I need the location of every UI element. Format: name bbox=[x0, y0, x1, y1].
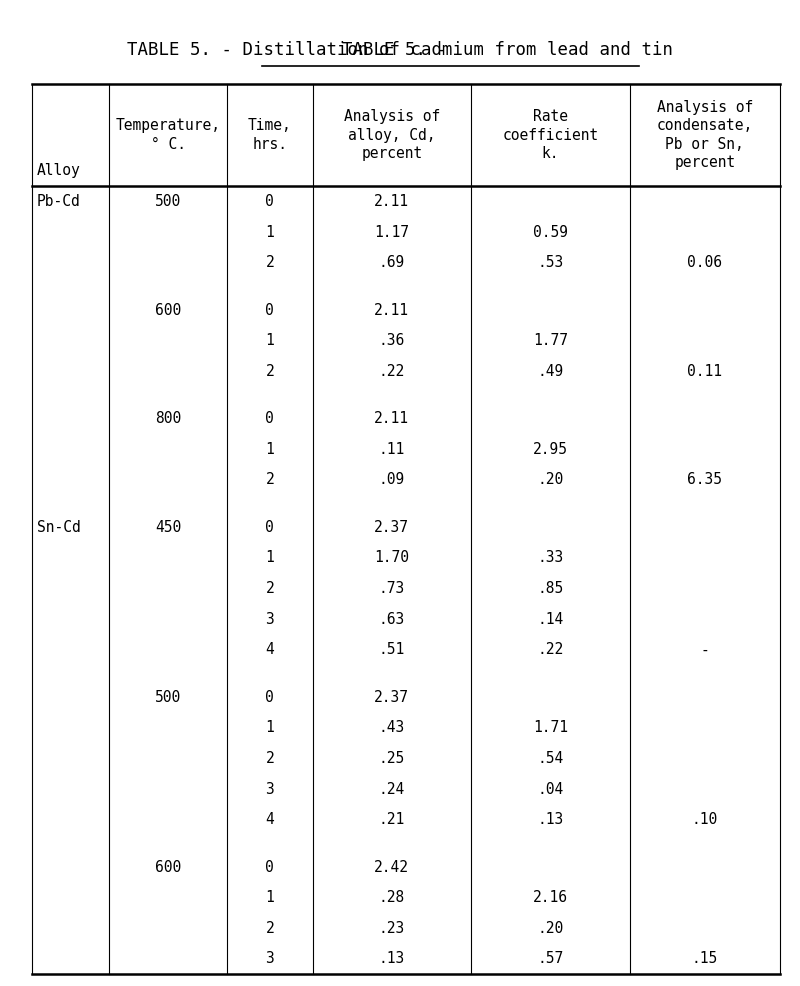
Text: 2: 2 bbox=[266, 751, 274, 766]
Text: .85: .85 bbox=[537, 581, 563, 597]
Text: .15: .15 bbox=[692, 951, 718, 966]
Text: 600: 600 bbox=[155, 860, 182, 875]
Text: TABLE 5. -: TABLE 5. - bbox=[342, 41, 458, 59]
Text: .09: .09 bbox=[378, 472, 405, 487]
Text: 2: 2 bbox=[266, 581, 274, 597]
Text: 0: 0 bbox=[266, 860, 274, 875]
Text: 2: 2 bbox=[266, 472, 274, 487]
Text: .14: .14 bbox=[537, 611, 563, 627]
Text: .69: .69 bbox=[378, 255, 405, 270]
Text: Analysis of
condensate,
Pb or Sn,
percent: Analysis of condensate, Pb or Sn, percen… bbox=[657, 100, 753, 171]
Text: 0.59: 0.59 bbox=[533, 225, 568, 240]
Text: Analysis of
alloy, Cd,
percent: Analysis of alloy, Cd, percent bbox=[344, 108, 440, 161]
Text: .63: .63 bbox=[378, 611, 405, 627]
Text: 3: 3 bbox=[266, 782, 274, 797]
Text: 450: 450 bbox=[155, 520, 182, 534]
Text: .22: .22 bbox=[378, 364, 405, 379]
Text: 2.37: 2.37 bbox=[374, 690, 410, 705]
Text: .24: .24 bbox=[378, 782, 405, 797]
Text: TABLE 5. - Distillation of cadmium from lead and tin: TABLE 5. - Distillation of cadmium from … bbox=[127, 41, 673, 59]
Text: .22: .22 bbox=[537, 642, 563, 658]
Text: 2: 2 bbox=[266, 921, 274, 936]
Text: 500: 500 bbox=[155, 194, 182, 209]
Text: 4: 4 bbox=[266, 642, 274, 658]
Text: -: - bbox=[701, 642, 709, 658]
Text: .73: .73 bbox=[378, 581, 405, 597]
Text: 2: 2 bbox=[266, 364, 274, 379]
Text: 0.06: 0.06 bbox=[687, 255, 722, 270]
Text: 2.42: 2.42 bbox=[374, 860, 410, 875]
Text: Sn-Cd: Sn-Cd bbox=[37, 520, 81, 534]
Text: 2.16: 2.16 bbox=[533, 890, 568, 905]
Text: 1: 1 bbox=[266, 721, 274, 736]
Text: .57: .57 bbox=[537, 951, 563, 966]
Text: .20: .20 bbox=[537, 472, 563, 487]
Text: .11: .11 bbox=[378, 442, 405, 457]
Text: 2.11: 2.11 bbox=[374, 411, 410, 426]
Text: 800: 800 bbox=[155, 411, 182, 426]
Text: Rate
coefficient
k.: Rate coefficient k. bbox=[502, 108, 598, 161]
Text: 1: 1 bbox=[266, 333, 274, 348]
Text: .13: .13 bbox=[537, 812, 563, 827]
Text: 500: 500 bbox=[155, 690, 182, 705]
Text: .23: .23 bbox=[378, 921, 405, 936]
Text: 1.17: 1.17 bbox=[374, 225, 410, 240]
Text: Temperature,
° C.: Temperature, ° C. bbox=[116, 118, 221, 152]
Text: 1: 1 bbox=[266, 890, 274, 905]
Text: 2.95: 2.95 bbox=[533, 442, 568, 457]
Text: .25: .25 bbox=[378, 751, 405, 766]
Text: 1.70: 1.70 bbox=[374, 550, 410, 566]
Text: 0: 0 bbox=[266, 411, 274, 426]
Text: .36: .36 bbox=[378, 333, 405, 348]
Text: 1: 1 bbox=[266, 550, 274, 566]
Text: .33: .33 bbox=[537, 550, 563, 566]
Text: 0: 0 bbox=[266, 194, 274, 209]
Text: 2.11: 2.11 bbox=[374, 194, 410, 209]
Text: 1.77: 1.77 bbox=[533, 333, 568, 348]
Text: 3: 3 bbox=[266, 611, 274, 627]
Text: 0.11: 0.11 bbox=[687, 364, 722, 379]
Text: .21: .21 bbox=[378, 812, 405, 827]
Text: .20: .20 bbox=[537, 921, 563, 936]
Text: 1: 1 bbox=[266, 442, 274, 457]
Text: .04: .04 bbox=[537, 782, 563, 797]
Text: .51: .51 bbox=[378, 642, 405, 658]
Text: .13: .13 bbox=[378, 951, 405, 966]
Text: Time,
hrs.: Time, hrs. bbox=[248, 118, 292, 152]
Text: 0: 0 bbox=[266, 690, 274, 705]
Text: 6.35: 6.35 bbox=[687, 472, 722, 487]
Text: 2.11: 2.11 bbox=[374, 303, 410, 317]
Text: 600: 600 bbox=[155, 303, 182, 317]
Text: 3: 3 bbox=[266, 951, 274, 966]
Text: 0: 0 bbox=[266, 520, 274, 534]
Text: .10: .10 bbox=[692, 812, 718, 827]
Text: .28: .28 bbox=[378, 890, 405, 905]
Text: .54: .54 bbox=[537, 751, 563, 766]
Text: .53: .53 bbox=[537, 255, 563, 270]
Text: 2.37: 2.37 bbox=[374, 520, 410, 534]
Text: Pb-Cd: Pb-Cd bbox=[37, 194, 81, 209]
Text: .49: .49 bbox=[537, 364, 563, 379]
Text: 0: 0 bbox=[266, 303, 274, 317]
Text: .43: .43 bbox=[378, 721, 405, 736]
Text: 1: 1 bbox=[266, 225, 274, 240]
Text: 1.71: 1.71 bbox=[533, 721, 568, 736]
Text: 4: 4 bbox=[266, 812, 274, 827]
Text: 2: 2 bbox=[266, 255, 274, 270]
Text: Alloy: Alloy bbox=[37, 164, 81, 178]
